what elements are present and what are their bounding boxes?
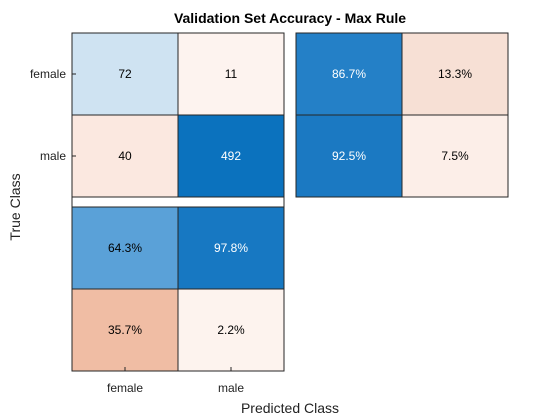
column-tick-label-female: female <box>107 381 143 395</box>
column-summary-cell-1-1 <box>177 288 285 372</box>
matrix-cell-1-0 <box>71 114 179 198</box>
matrix-cell-0-0 <box>71 32 179 116</box>
column-tick-label-male: male <box>218 381 244 395</box>
matrix-label-0-0: 72 <box>118 67 132 81</box>
row-summary-cell-1-0 <box>295 114 403 198</box>
y-axis-label: True Class <box>7 173 23 240</box>
axes-frame <box>71 32 285 372</box>
row-tick-labels: female male <box>30 67 76 163</box>
confusion-matrix: 72 11 40 492 <box>71 32 285 198</box>
row-summary-label-0-0: 86.7% <box>332 67 366 81</box>
row-tick-label-male: male <box>40 149 66 163</box>
matrix-label-0-1: 11 <box>225 67 238 81</box>
matrix-label-1-0: 40 <box>118 149 132 163</box>
row-tick-label-female: female <box>30 67 66 81</box>
column-summary-label-0-0: 64.3% <box>108 241 142 255</box>
column-summary-label-0-1: 97.8% <box>214 241 248 255</box>
chart-title: Validation Set Accuracy - Max Rule <box>174 10 406 26</box>
column-summary-cell-0-1 <box>177 206 285 290</box>
matrix-cell-1-1 <box>177 114 285 198</box>
column-summary-label-1-1: 2.2% <box>217 323 245 337</box>
column-tick-labels: female male <box>107 367 244 395</box>
matrix-label-1-1: 492 <box>221 149 241 163</box>
column-summary-label-1-0: 35.7% <box>108 323 142 337</box>
row-summary-label-1-0: 92.5% <box>332 149 366 163</box>
row-summary-label-0-1: 13.3% <box>438 67 472 81</box>
row-summary-cell-1-1 <box>401 114 509 198</box>
x-axis-label: Predicted Class <box>241 400 339 416</box>
column-summary-matrix: 64.3% 97.8% 35.7% 2.2% <box>71 206 285 372</box>
row-summary-label-1-1: 7.5% <box>441 149 469 163</box>
row-summary-matrix: 86.7% 13.3% 92.5% 7.5% <box>295 32 509 198</box>
